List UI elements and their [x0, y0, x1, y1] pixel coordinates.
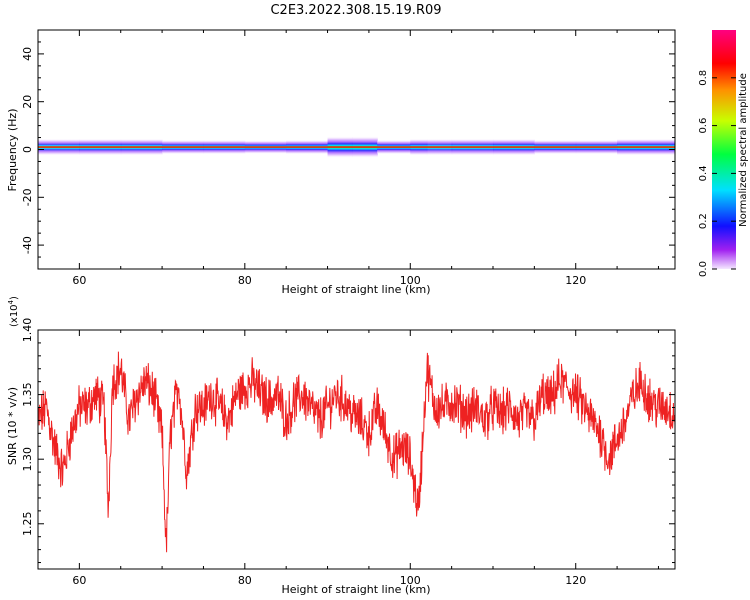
snr-xtick-label: 100 — [400, 574, 421, 587]
spectrogram-xlabel: Height of straight line (km) — [281, 283, 430, 296]
snr-ticks: 60 80 100 120 1.25 1.30 1.35 1.40 — [21, 318, 675, 587]
spectrogram-ytick-label: -40 — [21, 236, 34, 254]
colorbar-tick-label: 0.4 — [698, 165, 709, 181]
snr-panel: 60 80 100 120 1.25 1.30 1.35 1.40 Height of str… — [6, 296, 676, 596]
spectrogram-panel: 60 80 100 120 -40 -20 0 20 40 Height of straight… — [6, 29, 676, 296]
snr-xtick-label: 60 — [72, 574, 86, 587]
snr-ylabel: SNR (10 * v/v) — [6, 387, 19, 465]
colorbar: 0.0 0.2 0.4 0.6 0.8 Normalized spectral ampl… — [698, 30, 749, 277]
snr-ytick-label: 1.35 — [21, 382, 34, 407]
spectrogram-xtick-label: 120 — [565, 274, 586, 287]
snr-xtick-label: 120 — [565, 574, 586, 587]
snr-ytick-label: 1.25 — [21, 512, 34, 537]
colorbar-gradient — [712, 30, 736, 269]
snr-multiplier: (x104) — [7, 296, 20, 327]
spectrogram-xtick-label: 100 — [400, 274, 421, 287]
colorbar-tick-label: 0.0 — [698, 261, 709, 277]
spectrogram-ytick-label: 20 — [21, 95, 34, 109]
spectrogram-ytick-label: 40 — [21, 47, 34, 61]
figure-title: C2E3.2022.308.15.19.R09 — [270, 3, 441, 18]
spectrogram-xtick-label: 60 — [72, 274, 86, 287]
colorbar-label: Normalized spectral amplitude — [738, 73, 749, 227]
snr-xtick-label: 80 — [238, 574, 252, 587]
spectrogram-ticks: 60 80 100 120 -40 -20 0 20 40 — [21, 29, 675, 287]
colorbar-tick-label: 0.8 — [698, 70, 709, 86]
colorbar-tick-label: 0.6 — [698, 118, 709, 134]
snr-frame — [37, 329, 676, 570]
spectrogram-ytick-label: 0 — [21, 146, 34, 153]
snr-series-line — [38, 351, 675, 553]
snr-ytick-label: 1.40 — [21, 318, 34, 343]
colorbar-tick-label: 0.2 — [698, 213, 709, 229]
colorbar-ticks: 0.0 0.2 0.4 0.6 0.8 — [698, 70, 736, 277]
spectrogram-xtick-label: 80 — [238, 274, 252, 287]
spectrogram-ylabel: Frequency (Hz) — [6, 109, 19, 192]
spectrogram-ytick-label: -20 — [21, 188, 34, 206]
spectral-band — [38, 136, 675, 158]
snr-ytick-label: 1.30 — [21, 447, 34, 472]
snr-xlabel: Height of straight line (km) — [281, 583, 430, 596]
